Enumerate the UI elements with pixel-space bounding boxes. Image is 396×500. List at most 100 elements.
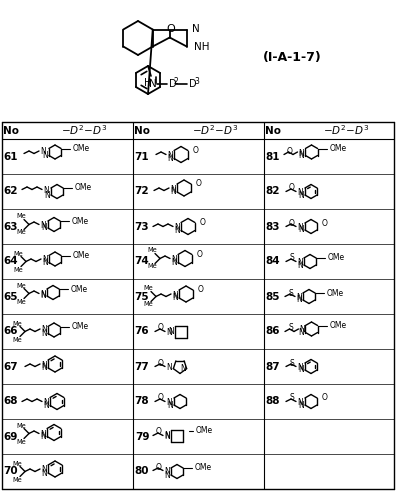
- Text: N: N: [40, 221, 46, 230]
- Text: O: O: [166, 24, 175, 34]
- Text: 2: 2: [174, 76, 179, 86]
- Text: 78: 78: [135, 396, 149, 406]
- Text: 79: 79: [135, 432, 149, 442]
- Text: Me: Me: [147, 264, 157, 270]
- Text: NH: NH: [194, 42, 209, 51]
- Text: N: N: [172, 290, 178, 300]
- Text: 63: 63: [4, 222, 18, 232]
- Text: N: N: [168, 327, 174, 336]
- Text: N: N: [174, 226, 180, 235]
- Text: N: N: [40, 432, 46, 441]
- Text: OMe: OMe: [75, 184, 92, 192]
- Text: N: N: [296, 296, 302, 304]
- Text: N: N: [180, 364, 186, 373]
- Text: 82: 82: [266, 186, 280, 196]
- Text: N: N: [42, 258, 48, 267]
- Text: OMe: OMe: [329, 144, 346, 153]
- Text: Me: Me: [12, 336, 22, 342]
- Text: S: S: [289, 394, 294, 402]
- Text: N: N: [297, 260, 303, 270]
- Text: OMe: OMe: [196, 426, 213, 435]
- Text: O: O: [289, 184, 295, 192]
- Text: N: N: [297, 258, 303, 267]
- Text: Me: Me: [16, 298, 26, 304]
- Text: N: N: [299, 148, 305, 158]
- Text: N: N: [42, 256, 48, 264]
- Text: OMe: OMe: [329, 321, 346, 330]
- Text: N: N: [43, 401, 49, 410]
- Text: N: N: [167, 400, 173, 409]
- Text: N: N: [42, 151, 48, 160]
- Text: 74: 74: [135, 256, 149, 266]
- Text: 70: 70: [4, 466, 18, 476]
- Text: N: N: [298, 226, 304, 234]
- Text: 83: 83: [266, 222, 280, 232]
- Text: 87: 87: [266, 362, 280, 372]
- Text: (I-A-1-7): (I-A-1-7): [263, 52, 322, 64]
- Text: Me: Me: [12, 320, 22, 326]
- Text: O: O: [158, 394, 164, 402]
- Text: N: N: [170, 184, 176, 194]
- Text: N: N: [166, 363, 172, 372]
- Text: OMe: OMe: [327, 288, 344, 298]
- Text: N: N: [299, 328, 304, 337]
- Text: O: O: [287, 146, 292, 156]
- Text: O: O: [158, 358, 164, 368]
- Text: 88: 88: [266, 396, 280, 406]
- Text: N: N: [297, 223, 303, 232]
- Text: S: S: [289, 254, 294, 262]
- Text: Me: Me: [16, 282, 26, 288]
- Text: N: N: [297, 188, 303, 197]
- Text: 86: 86: [266, 326, 280, 336]
- Text: Me: Me: [143, 302, 153, 308]
- Text: No: No: [265, 126, 281, 136]
- Text: N: N: [41, 364, 47, 372]
- Text: H: H: [144, 78, 152, 88]
- Text: S: S: [289, 358, 294, 368]
- Text: Me: Me: [143, 286, 153, 292]
- Text: D: D: [169, 79, 177, 89]
- Text: 85: 85: [266, 292, 280, 302]
- Text: O: O: [289, 218, 295, 228]
- Text: N: N: [298, 366, 304, 374]
- Text: 77: 77: [135, 362, 149, 372]
- Text: 3: 3: [194, 76, 199, 86]
- Text: OMe: OMe: [328, 254, 345, 262]
- Text: N: N: [41, 224, 47, 232]
- Text: 80: 80: [135, 466, 149, 476]
- Text: N: N: [164, 432, 170, 441]
- Text: O: O: [193, 146, 199, 155]
- Text: N: N: [40, 292, 46, 300]
- Text: Me: Me: [147, 248, 157, 254]
- Text: 67: 67: [4, 362, 18, 372]
- Text: N: N: [40, 430, 46, 439]
- Text: Me: Me: [13, 250, 23, 256]
- Text: 84: 84: [266, 256, 280, 266]
- Text: OMe: OMe: [71, 284, 88, 294]
- Text: N: N: [171, 258, 177, 267]
- Text: N: N: [40, 148, 46, 156]
- Text: N: N: [171, 255, 177, 264]
- Text: OMe: OMe: [73, 251, 90, 260]
- Text: N: N: [41, 326, 47, 334]
- Text: 62: 62: [4, 186, 18, 196]
- Text: N: N: [43, 398, 49, 407]
- Text: 65: 65: [4, 292, 18, 302]
- Text: N: N: [170, 188, 176, 196]
- Text: 66: 66: [4, 326, 18, 336]
- Text: N: N: [40, 290, 46, 299]
- Text: OMe: OMe: [72, 216, 89, 226]
- Text: 61: 61: [4, 152, 18, 162]
- Text: Me: Me: [16, 422, 26, 428]
- Text: O: O: [156, 462, 162, 471]
- Text: N: N: [164, 470, 170, 480]
- Text: 69: 69: [4, 432, 18, 442]
- Text: N: N: [297, 398, 303, 407]
- Text: N: N: [41, 360, 47, 370]
- Text: N: N: [174, 223, 180, 232]
- Text: N: N: [164, 467, 170, 476]
- Text: O: O: [200, 218, 206, 227]
- Text: $-D^2$$\!-\!D^3$: $-D^2$$\!-\!D^3$: [192, 124, 239, 138]
- Text: 71: 71: [135, 152, 149, 162]
- Text: N: N: [43, 186, 49, 195]
